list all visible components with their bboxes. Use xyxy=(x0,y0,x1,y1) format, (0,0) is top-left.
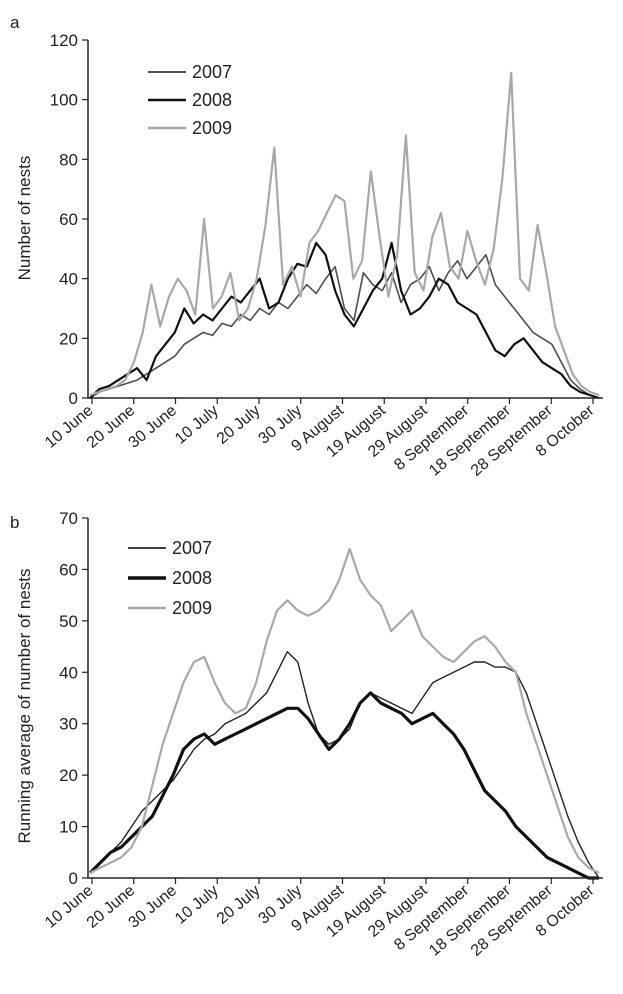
panel-b-chart: b Running average of number of nests 010… xyxy=(10,509,603,960)
x-tick-label: 30 June xyxy=(126,882,181,932)
series-line-2008 xyxy=(89,241,600,400)
x-tick-label: 20 July xyxy=(214,402,264,448)
y-tick-label: 40 xyxy=(59,663,78,682)
legend-label-2009: 2009 xyxy=(192,118,232,138)
x-tick-label: 30 June xyxy=(126,402,181,452)
y-tick-label: 20 xyxy=(59,329,78,348)
y-tick-label: 0 xyxy=(69,869,78,888)
panel-a-axes xyxy=(87,40,603,399)
panel-b-label: b xyxy=(10,513,19,532)
panel-b-series xyxy=(88,547,600,880)
y-tick-label: 50 xyxy=(59,612,78,631)
legend-label-2008: 2008 xyxy=(172,568,212,588)
panel-a-y-ticks: 0 20 40 60 80 100 120 xyxy=(50,31,88,408)
y-tick-label: 20 xyxy=(59,766,78,785)
panel-b-y-axis-label: Running average of number of nests xyxy=(15,568,34,843)
series-line-2008 xyxy=(88,691,599,880)
y-tick-label: 60 xyxy=(59,560,78,579)
y-tick-label: 70 xyxy=(59,509,78,528)
y-tick-label: 10 xyxy=(59,818,78,837)
panel-a-y-axis-label: Number of nests xyxy=(15,156,34,281)
y-tick-label: 100 xyxy=(50,91,78,110)
series-line-2007 xyxy=(89,254,600,399)
panel-a-label: a xyxy=(10,13,20,32)
legend-label-2008: 2008 xyxy=(192,90,232,110)
series-line-2009 xyxy=(89,71,600,397)
y-tick-label: 120 xyxy=(50,31,78,50)
legend-label-2007: 2007 xyxy=(192,62,232,82)
legend-label-2009: 2009 xyxy=(172,598,212,618)
x-tick-label: 10 July xyxy=(172,402,222,448)
panel-a-chart: a Number of nests 0 20 40 60 80 100 120 10 Jun… xyxy=(10,13,603,480)
panel-a-legend: 2007 2008 2009 xyxy=(148,62,232,138)
panel-b-legend: 2007 2008 2009 xyxy=(128,538,212,618)
y-tick-label: 80 xyxy=(59,150,78,169)
panel-b-axes xyxy=(87,518,603,879)
y-tick-label: 30 xyxy=(59,715,78,734)
x-tick-label: 20 July xyxy=(214,882,264,928)
panel-a-series xyxy=(89,71,600,400)
series-line-2007 xyxy=(89,651,600,879)
y-tick-label: 60 xyxy=(59,210,78,229)
y-tick-label: 0 xyxy=(69,389,78,408)
series-line-2009 xyxy=(89,547,600,874)
legend-label-2007: 2007 xyxy=(172,538,212,558)
panel-b-y-ticks: 0 10 20 30 40 50 60 70 xyxy=(59,509,88,888)
x-tick-label: 10 July xyxy=(172,882,222,928)
y-tick-label: 40 xyxy=(59,270,78,289)
